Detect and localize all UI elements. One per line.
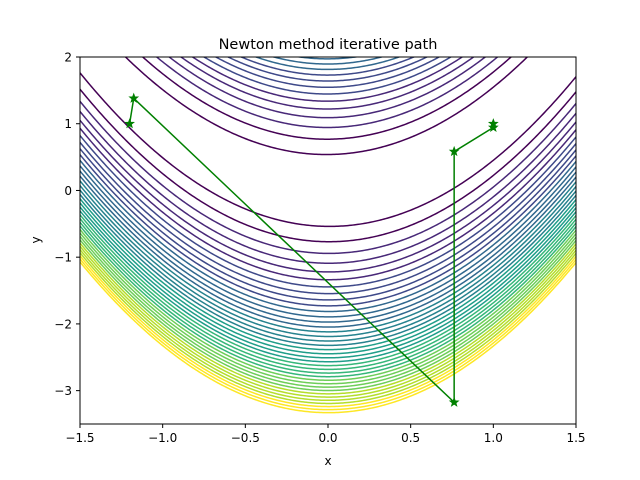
y-axis-ticks: −3 −2 −1 0 1 2 [54, 51, 80, 398]
y-tick-label: 2 [64, 51, 72, 65]
data-point-marker [128, 92, 140, 103]
contour-line [80, 221, 576, 374]
contour-line [80, 189, 576, 342]
contour-line [214, 57, 441, 89]
y-tick-label: 0 [64, 184, 72, 198]
x-tick-label: 0.5 [401, 431, 420, 445]
y-tick-label: 1 [64, 117, 72, 131]
contour-line [80, 148, 576, 301]
contour-line [80, 141, 576, 295]
contour-line [80, 72, 576, 228]
contour-line [80, 100, 576, 255]
contour-line [253, 57, 402, 71]
contour-line [80, 0, 576, 12]
data-point-marker [448, 145, 460, 157]
contour-line [80, 255, 576, 408]
contour-line [191, 57, 464, 102]
contour-line [179, 57, 475, 110]
contour-line [80, 210, 576, 363]
contour-line [80, 242, 576, 395]
x-axis-ticks: −1.5 −1.0 −0.5 0.0 0.5 1.0 1.5 [65, 424, 586, 445]
x-tick-label: −1.5 [65, 431, 94, 445]
contour-line [80, 235, 576, 388]
contour-line [80, 180, 576, 333]
contour-line [80, 0, 576, 19]
x-axis-label: x [324, 454, 331, 468]
contour-line [80, 88, 576, 243]
x-tick-label: 0.0 [318, 431, 337, 445]
contour-line [80, 170, 576, 323]
contour-line [80, 0, 576, 1]
contour-line [294, 57, 361, 60]
contour-line [80, 127, 576, 281]
contour-line [226, 57, 429, 82]
x-tick-label: −1.0 [148, 431, 177, 445]
chart-title: Newton method iterative path [219, 37, 438, 53]
y-tick-label: −3 [54, 384, 72, 398]
contour-line [202, 57, 453, 95]
contour-line [80, 135, 576, 288]
contour-line [80, 111, 576, 265]
y-axis-label: y [29, 236, 43, 243]
contour-line [80, 198, 576, 351]
contour-line [239, 57, 416, 76]
contour-line [80, 185, 576, 338]
x-tick-label: 1.5 [566, 431, 585, 445]
contour-line [80, 0, 576, 27]
contour-line [80, 245, 576, 398]
contour-line [80, 0, 576, 8]
contour-line [80, 0, 576, 4]
x-tick-label: −0.5 [231, 431, 260, 445]
contour-line [80, 239, 576, 392]
y-tick-label: −2 [54, 317, 72, 331]
contour-line [80, 194, 576, 347]
contour-line [80, 218, 576, 371]
contour-line [80, 0, 576, 31]
contour-line [80, 232, 576, 385]
contour-line [80, 175, 576, 328]
contour-line [80, 202, 576, 355]
contour-line [167, 57, 487, 119]
y-tick-label: −1 [54, 251, 72, 265]
contour-line [80, 159, 576, 313]
contour-line [80, 258, 576, 411]
data-point-marker [487, 118, 499, 129]
contour-line [80, 0, 576, 15]
contour-line [80, 261, 576, 414]
contour-line [80, 0, 576, 36]
contour-line [270, 57, 385, 65]
data-point-marker [487, 121, 499, 133]
contour-line [155, 57, 499, 129]
contour-line [80, 249, 576, 402]
contour-line [80, 206, 576, 359]
contour-line [141, 57, 513, 140]
contour-line [80, 214, 576, 367]
contour-line [80, 225, 576, 378]
contour-line [80, 0, 576, 40]
x-tick-label: 1.0 [484, 431, 503, 445]
contour-line [80, 252, 576, 405]
data-point-marker [124, 118, 135, 129]
contour-line [80, 154, 576, 307]
contour-line [80, 119, 576, 273]
contour-lines [80, 0, 576, 414]
contour-line [80, 165, 576, 318]
contour-line [80, 229, 576, 382]
contour-line [124, 57, 529, 156]
data-point-marker [448, 396, 460, 407]
contour-line [80, 0, 576, 23]
series-layer [124, 92, 499, 407]
